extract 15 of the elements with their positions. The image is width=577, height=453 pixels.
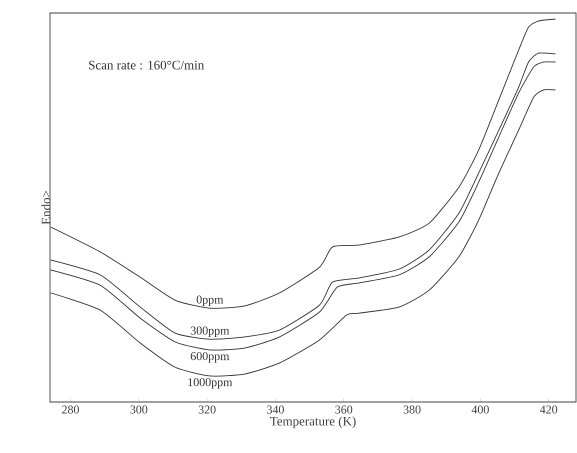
x-tick-label: 340 — [267, 406, 284, 414]
annotation: Scan rate : 160°C/min — [89, 60, 204, 70]
series-label: 1000ppm — [188, 378, 232, 389]
series-label: 0ppm — [196, 296, 224, 306]
x-tick-label: 360 — [335, 406, 352, 414]
x-tick-label: 320 — [198, 406, 216, 414]
x-tick-label: 380 — [404, 406, 421, 414]
series-label: 600ppm — [190, 352, 230, 363]
x-tick-label: 300 — [130, 406, 148, 414]
x-tick-label: 280 — [62, 406, 79, 414]
y-axis-title: Endo> — [41, 190, 50, 224]
x-axis-title: Temperature (K) — [270, 416, 356, 428]
x-tick-label: 420 — [540, 406, 558, 414]
x-tick-label: 400 — [472, 406, 489, 414]
series-label: 300ppm — [190, 326, 230, 338]
